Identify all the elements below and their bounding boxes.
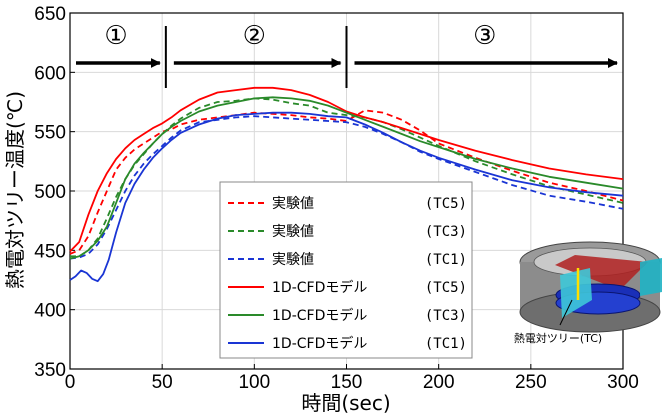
y-tick-label: 450	[34, 241, 66, 262]
series-line	[69, 111, 624, 283]
legend-tc-label: (TC1)	[425, 336, 467, 352]
x-tick-label: 150	[331, 372, 363, 393]
legend-tc-label: (TC1)	[425, 252, 467, 268]
y-ticks: 350 400 450 500 550 600 650	[34, 4, 75, 381]
phase-label: ②	[243, 21, 266, 51]
legend-series-name: 1D-CFDモデル	[272, 335, 367, 352]
legend-series-name: 実験値	[272, 252, 314, 268]
x-tick-label: 50	[152, 372, 173, 393]
y-tick-label: 650	[34, 4, 66, 25]
y-tick-label: 400	[34, 301, 66, 322]
y-tick-label: 350	[34, 360, 66, 381]
y-tick-label: 550	[34, 123, 66, 144]
legend-box	[219, 181, 473, 359]
furnace-model-image	[519, 241, 662, 333]
x-tick-label: 100	[238, 372, 270, 393]
x-axis-title: 時間(sec)	[301, 391, 390, 415]
x-ticks: 0 50 100 150 200 250 300	[65, 364, 639, 393]
series-line	[69, 86, 624, 253]
series-lines	[69, 86, 624, 283]
legend-series-name: 実験値	[272, 224, 314, 240]
legend-tc-label: (TC3)	[425, 308, 467, 324]
phase-label: ①	[104, 21, 127, 51]
phase-label: ③	[473, 21, 496, 51]
legend-tc-label: (TC3)	[425, 224, 467, 240]
y-axis-title: 熱電対ツリー温度(℃)	[3, 91, 27, 289]
legend-series-name: 1D-CFDモデル	[272, 279, 367, 296]
inset-equipment-diagram: 熱電対ツリー(TC)	[514, 241, 662, 345]
legend-series-name: 1D-CFDモデル	[272, 307, 367, 324]
legend-tc-label: (TC5)	[425, 280, 467, 296]
phase-annotations: ① ② ③	[76, 21, 618, 88]
series-line	[69, 96, 624, 260]
series-line	[69, 115, 624, 260]
legend: 実験値 (TC5) 実験値 (TC3) 実験値 (TC1) 1D-CFDモデル (TC5) 1D…	[219, 181, 473, 359]
y-tick-label: 600	[34, 63, 66, 84]
x-tick-label: 300	[607, 372, 639, 393]
inset-label: 熱電対ツリー(TC)	[514, 331, 602, 345]
legend-series-name: 実験値	[272, 196, 314, 212]
y-tick-label: 500	[34, 182, 66, 203]
legend-tc-label: (TC5)	[425, 196, 467, 212]
x-tick-label: 200	[423, 372, 455, 393]
x-tick-label: 250	[515, 372, 547, 393]
x-tick-label: 0	[65, 372, 76, 393]
